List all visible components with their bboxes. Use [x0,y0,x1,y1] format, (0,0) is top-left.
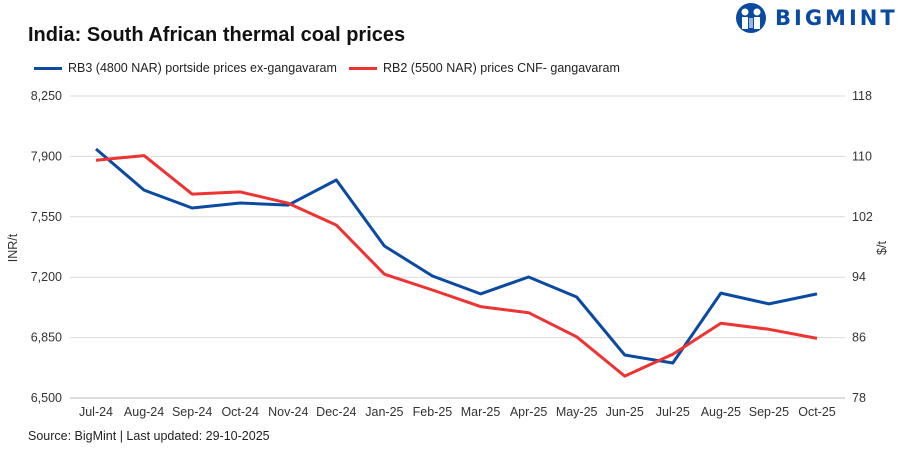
source-note: Source: BigMint | Last updated: 29-10-20… [28,429,270,443]
logo-text: BIGMINT [775,6,898,30]
x-tick-label: Aug-24 [124,405,164,419]
y-tick-label: 6,850 [31,331,62,345]
y-tick-label: 7,900 [31,149,62,163]
y2-tick-label: 94 [852,270,866,284]
x-tick-label: May-25 [556,405,598,419]
y-tick-label: 8,250 [31,89,62,103]
legend-label-rb2: RB2 (5500 NAR) prices CNF- gangavaram [383,61,620,75]
x-tick-label: Jan-25 [365,405,403,419]
series-line-rb3 [95,147,818,365]
x-tick-label: Aug-25 [701,405,741,419]
legend-swatch-rb3 [34,66,62,70]
y-tick-label: 7,550 [31,210,62,224]
legend-item-rb2: RB2 (5500 NAR) prices CNF- gangavaram [349,61,620,75]
y2-tick-label: 86 [852,331,866,345]
y-axis-label: INR/t [6,233,20,262]
bigmint-logo-icon [736,3,766,33]
y-tick-label: 7,200 [31,270,62,284]
series-line-rb2 [95,154,818,378]
bigmint-logo: BIGMINT [735,2,898,34]
x-tick-label: Oct-25 [798,405,836,419]
y2-axis-label: $/t [875,241,889,255]
legend-label-rb3: RB3 (4800 NAR) portside prices ex-gangav… [68,61,337,75]
y2-tick-label: 78 [852,391,866,405]
x-tick-label: Jul-24 [79,405,113,419]
x-tick-label: Apr-25 [510,405,548,419]
y2-tick-label: 102 [852,210,873,224]
legend-item-rb3: RB3 (4800 NAR) portside prices ex-gangav… [34,61,337,75]
x-tick-label: Dec-24 [316,405,356,419]
chart-title: India: South African thermal coal prices [28,24,406,46]
x-tick-label: Mar-25 [461,405,501,419]
x-tick-label: Oct-24 [221,405,259,419]
legend-swatch-rb2 [349,66,377,70]
x-tick-label: Jul-25 [656,405,690,419]
x-tick-label: Feb-25 [413,405,453,419]
y2-tick-label: 110 [852,149,872,163]
x-tick-label: Sep-25 [749,405,789,419]
y2-tick-label: 118 [852,89,872,103]
x-tick-label: Jun-25 [606,405,644,419]
x-tick-label: Nov-24 [268,405,308,419]
x-tick-label: Sep-24 [172,405,212,419]
y-tick-label: 6,500 [31,391,62,405]
